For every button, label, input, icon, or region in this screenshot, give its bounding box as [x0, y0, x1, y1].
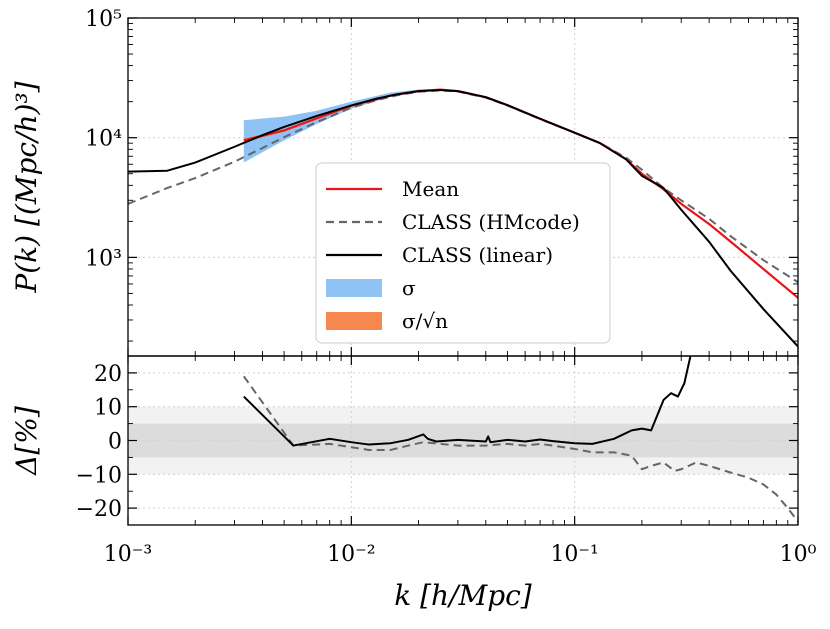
- legend-swatch-n: [326, 312, 382, 330]
- x-axis-label: k [h/Mpc]: [394, 579, 532, 612]
- y-axis-label-bottom: Δ[%]: [10, 406, 43, 476]
- legend-label-series: σ: [402, 276, 416, 300]
- tick-labels: 10⁻³ 10⁻² 10⁻¹ 10⁰ 10³ 10⁴ 10⁵ 20 10 0 −10 −20: [76, 7, 817, 567]
- x-tick-label: 10⁰: [780, 542, 817, 567]
- axis-ticks: [127, 17, 799, 526]
- legend-label-class-linear: CLASS (linear): [402, 243, 553, 267]
- x-tick-label: 10⁻¹: [550, 542, 598, 567]
- legend-swatch-series: [326, 279, 382, 297]
- y-tick-label-bottom: −20: [76, 497, 122, 522]
- x-tick-label: 10⁻²: [327, 542, 375, 567]
- legend: Mean CLASS (HMcode) CLASS (linear) σ σ/√n: [315, 162, 611, 344]
- deviation-line-class-linear: [243, 356, 692, 447]
- band-series: [243, 88, 441, 163]
- line-class-linear: [128, 89, 798, 348]
- top-panel-series: [128, 88, 798, 348]
- deviation-line-class-hmcode: [242, 375, 798, 523]
- legend-label-class-hmcode: CLASS (HMcode): [402, 210, 580, 234]
- x-tick-label: 10⁻³: [104, 542, 152, 567]
- y-tick-label-top: 10⁵: [85, 7, 122, 32]
- legend-label-mean: Mean: [402, 177, 459, 201]
- y-tick-label-bottom: 0: [108, 430, 122, 455]
- y-tick-label-bottom: 10: [94, 396, 122, 421]
- y-tick-label-top: 10⁴: [85, 127, 122, 152]
- legend-box: [315, 162, 611, 344]
- legend-label-n: σ/√n: [402, 309, 448, 333]
- y-tick-label-bottom: −10: [76, 463, 122, 488]
- y-axis-label-top: P(k) [(Mpc/h)³]: [10, 81, 43, 293]
- bottom-panel-series: [242, 356, 798, 523]
- y-tick-label-top: 10³: [85, 246, 122, 271]
- y-tick-label-bottom: 20: [94, 362, 122, 387]
- band-n: [243, 89, 441, 143]
